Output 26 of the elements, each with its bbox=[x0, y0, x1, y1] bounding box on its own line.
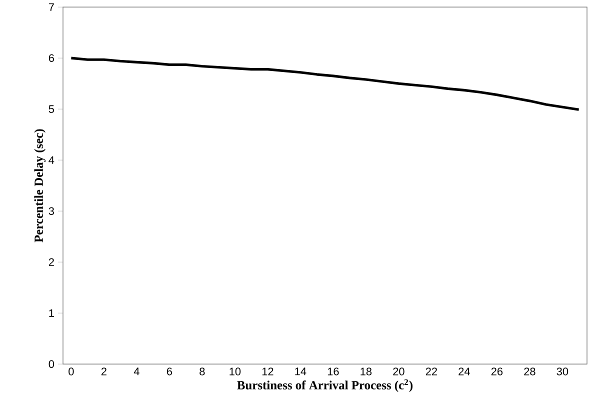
y-tick-label: 5 bbox=[48, 105, 54, 113]
y-tick-label: 4 bbox=[48, 156, 54, 164]
y-axis-title: Percentile Delay (sec) bbox=[34, 129, 46, 242]
x-tick-label: 24 bbox=[458, 368, 470, 376]
x-tick-label: 0 bbox=[68, 368, 74, 376]
x-tick-label: 30 bbox=[556, 368, 568, 376]
x-tick-label: 22 bbox=[426, 368, 437, 376]
x-tick-label: 14 bbox=[295, 368, 306, 376]
x-tick-label: 26 bbox=[491, 368, 503, 376]
x-axis-title: Burstiness of Arrival Process (c$^{2}$) bbox=[237, 379, 413, 392]
y-tick-label: 2 bbox=[48, 258, 54, 266]
y-tick-label: 1 bbox=[49, 309, 54, 317]
x-tick-label: 16 bbox=[328, 368, 339, 376]
y-tick-label: 3 bbox=[48, 207, 54, 215]
x-tick-label: 6 bbox=[166, 368, 172, 376]
x-tick-label: 12 bbox=[262, 368, 274, 376]
x-tick-label: 20 bbox=[393, 368, 404, 376]
x-tick-label: 2 bbox=[101, 368, 106, 376]
x-tick-label: 8 bbox=[200, 368, 205, 376]
y-tick-label: 7 bbox=[48, 3, 54, 11]
x-tick-label: 4 bbox=[134, 368, 140, 376]
x-tick-label: 18 bbox=[360, 368, 372, 376]
y-tick-label: 0 bbox=[48, 360, 54, 368]
x-tick-label: 10 bbox=[230, 368, 241, 376]
x-tick-label: 28 bbox=[524, 368, 536, 376]
y-tick-label: 6 bbox=[48, 54, 54, 62]
